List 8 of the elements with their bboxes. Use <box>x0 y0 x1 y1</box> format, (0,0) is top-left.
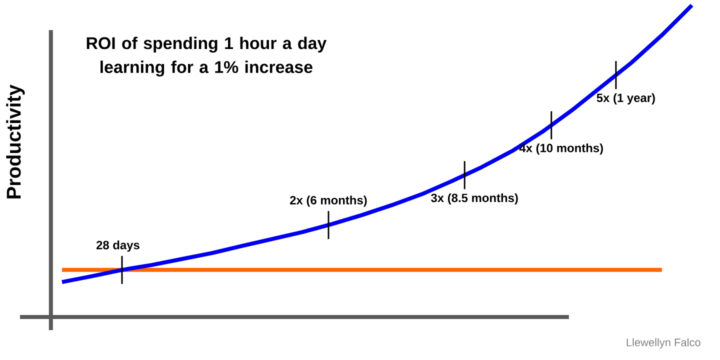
annotation: 4x (10 months) <box>519 144 603 155</box>
annotation: 28 days <box>96 240 140 252</box>
annotation: 2x (6 months) <box>290 196 367 207</box>
annotation: 3x (8.5 months) <box>431 193 518 205</box>
y-axis-title: Productivity <box>6 84 25 198</box>
text: Llewellyn Falco <box>626 338 700 348</box>
annotation: 5x (1 year) <box>596 93 655 104</box>
text: ROI of spending 1 hour a day learning for a 1% increase <box>86 36 327 77</box>
